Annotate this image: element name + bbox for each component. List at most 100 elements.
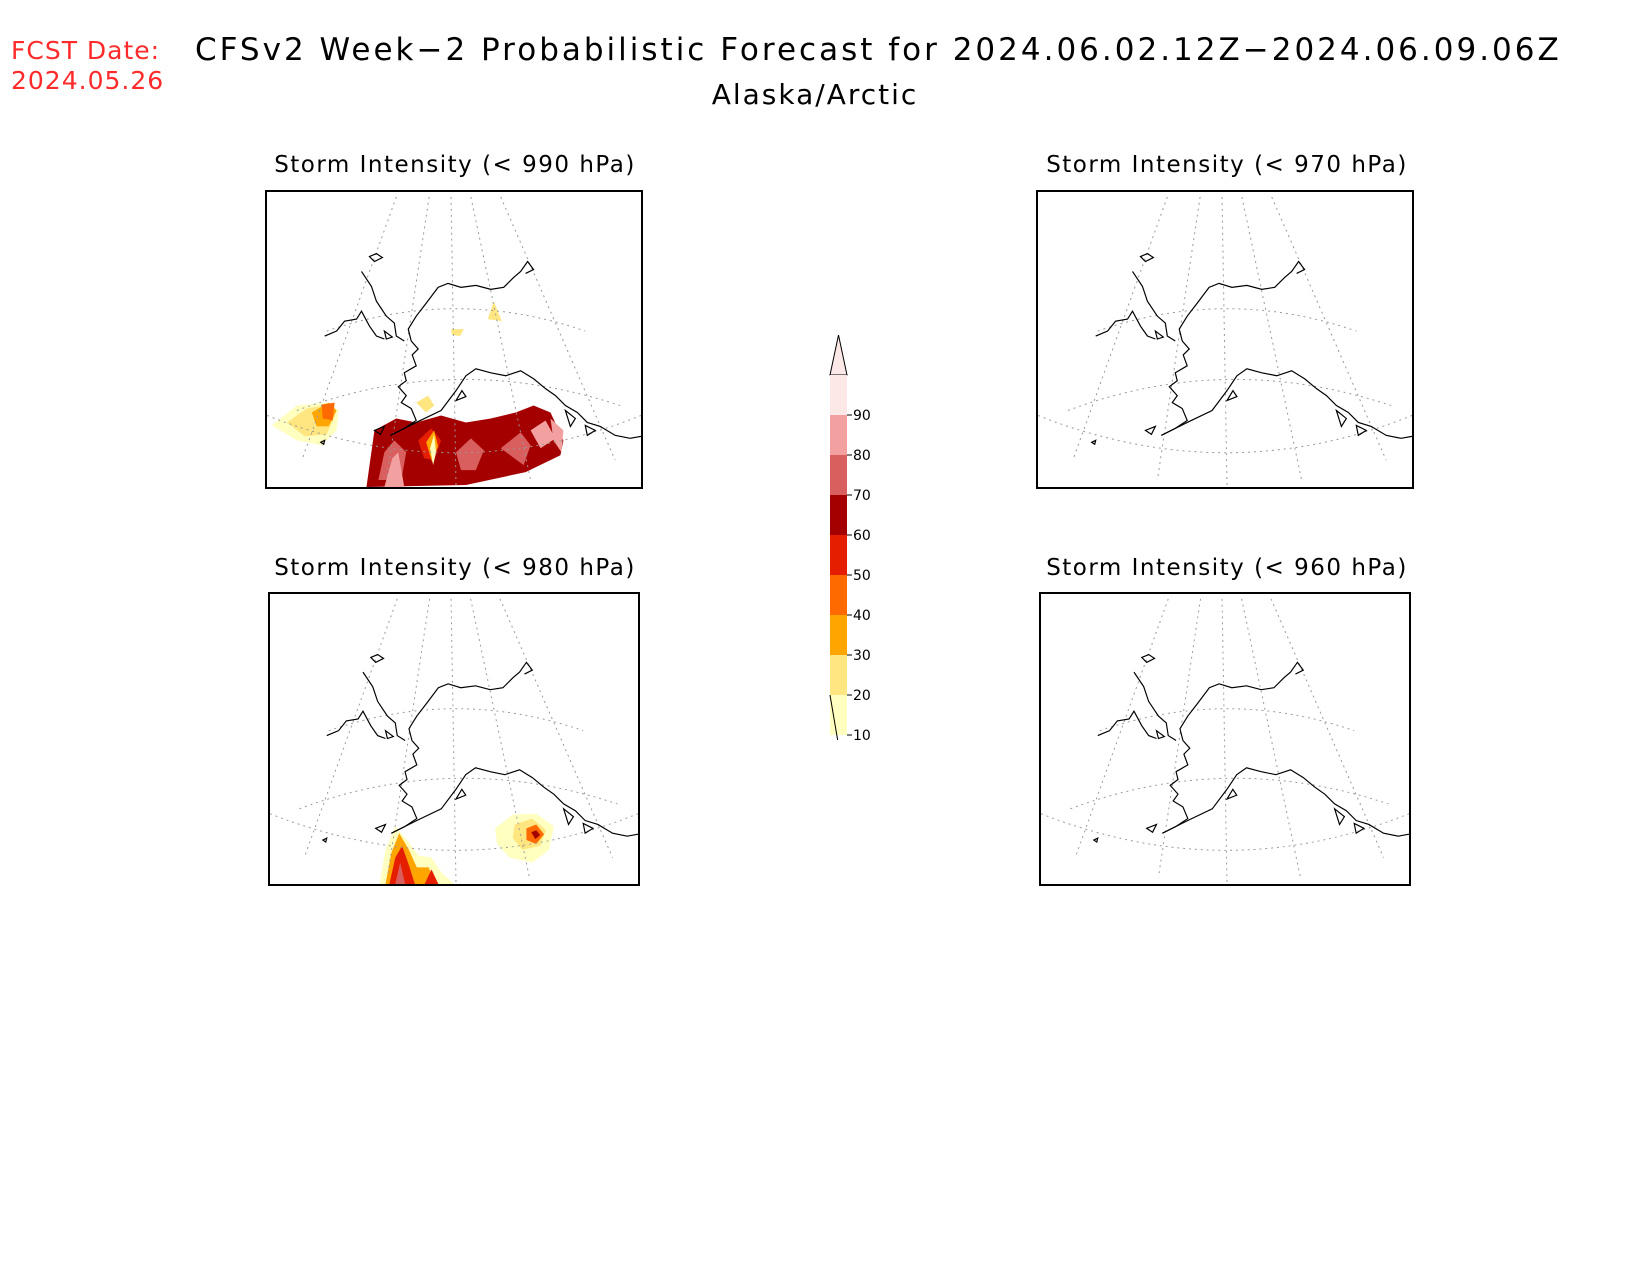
map-svg-990 <box>267 196 641 487</box>
meridian-line <box>1074 598 1169 858</box>
coast-panhandle-islands <box>1335 408 1368 437</box>
region-subtitle: Alaska/Arctic <box>711 78 919 111</box>
coast-panhandle-islands <box>564 408 597 437</box>
colorbar-tick-label: 50 <box>853 568 871 584</box>
contour-80pct-east <box>530 420 556 449</box>
page-title: CFSv2 Week−2 Probabilistic Forecast for … <box>195 32 1562 68</box>
colorbar-tick-label: 60 <box>853 528 871 544</box>
coast-alaska-west <box>390 340 420 436</box>
colorbar-segment <box>830 415 847 455</box>
coast-st-lawrence <box>1155 729 1166 740</box>
coast-alaska-north <box>1179 661 1305 741</box>
meridian-line <box>1221 598 1228 883</box>
colorbar-segment <box>830 695 847 735</box>
probability-fill-990 <box>271 301 564 487</box>
contour-50pct-south <box>389 845 415 884</box>
coast-small-island <box>1092 837 1099 843</box>
colorbar-tick-label: 20 <box>853 688 871 704</box>
parallel-line <box>1038 415 1412 454</box>
meridian-line <box>303 598 398 858</box>
forecast-date-value: 2024.05.26 <box>11 66 165 95</box>
colorbar-bottom-tail <box>829 694 839 746</box>
parallel-line <box>1070 777 1389 810</box>
meridian-line <box>470 196 532 481</box>
parallel-line <box>1041 813 1409 851</box>
contour-70pct-south <box>395 862 406 884</box>
coast-chukotka <box>1133 671 1177 741</box>
colorbar-segment <box>830 495 847 535</box>
coast-small-island <box>321 837 328 843</box>
parallel-line <box>296 378 621 411</box>
coast-alaska-south <box>390 368 641 439</box>
meridian-line <box>1156 196 1201 481</box>
meridian-line <box>499 598 614 858</box>
panel-title-990: Storm Intensity (< 990 hPa) <box>274 152 636 178</box>
colorbar-top-arrow <box>829 334 848 376</box>
coast-small-island <box>1090 439 1097 446</box>
coast-alaska-west <box>1161 340 1191 436</box>
coast-alaska-south <box>1162 767 1409 837</box>
coast-aleutian <box>374 823 387 834</box>
colorbar-tick-label: 80 <box>853 448 871 464</box>
contour-80pct-left <box>384 452 405 487</box>
coastline <box>319 252 641 446</box>
coast-chukotka <box>1131 271 1176 342</box>
coastline <box>1092 653 1409 843</box>
coast-alaska-north <box>1178 260 1306 342</box>
meridian-line <box>1241 598 1301 878</box>
panel-title-970: Storm Intensity (< 970 hPa) <box>1046 152 1408 178</box>
coast-russia <box>326 710 386 740</box>
meridian-line <box>385 196 430 481</box>
colorbar-tick-label: 40 <box>853 608 871 624</box>
colorbar-tick-label: 10 <box>853 728 871 740</box>
map-panel-990 <box>265 190 643 489</box>
colorbar-segment <box>830 655 847 695</box>
parallel-line <box>267 415 641 454</box>
meridian-line <box>500 196 616 461</box>
coast-small-island <box>319 439 326 446</box>
meridian-line <box>1271 196 1387 461</box>
parallel-line <box>270 813 638 851</box>
panel-title-960: Storm Intensity (< 960 hPa) <box>1046 555 1408 581</box>
colorbar: 10 20 30 40 50 60 70 80 90 <box>820 334 890 746</box>
coast-kodiak <box>1225 389 1238 402</box>
coast-alaska-west <box>1162 740 1191 834</box>
colorbar-tick-label: 30 <box>853 648 871 664</box>
colorbar-svg: 10 20 30 40 50 60 70 80 90 <box>829 334 871 746</box>
coast-panhandle-islands <box>562 807 595 835</box>
map-svg-980 <box>270 598 638 884</box>
parallel-line <box>1067 378 1392 411</box>
meridian-line <box>386 598 431 878</box>
contour-70pct-mid <box>455 438 484 471</box>
graticule <box>270 598 638 883</box>
meridian-line <box>301 196 397 461</box>
colorbar-tick-label: 90 <box>853 408 871 424</box>
coast-kodiak <box>454 389 467 402</box>
parallel-line <box>1097 308 1357 332</box>
coast-russia <box>1095 310 1156 340</box>
colorbar-segment <box>830 455 847 495</box>
coastline <box>1090 252 1412 446</box>
forecast-date: FCST Date: 2024.05.26 <box>11 36 164 96</box>
coast-wrangel-island <box>369 653 385 664</box>
contour-10pct-center <box>430 434 437 466</box>
map-panel-980 <box>268 592 640 886</box>
coast-aleutian <box>1144 425 1157 436</box>
meridian-line <box>1221 196 1228 486</box>
coast-kodiak <box>1225 788 1238 801</box>
contour-50pct-south-east <box>424 869 439 884</box>
coast-alaska-north <box>408 661 534 741</box>
contour-80pct-edge <box>550 418 564 453</box>
coast-st-lawrence <box>384 729 395 740</box>
map-panel-970 <box>1036 190 1414 489</box>
meridian-line <box>1241 196 1303 481</box>
contour-60pct-gulf <box>531 830 541 840</box>
meridian-line <box>1072 196 1168 461</box>
forecast-date-label: FCST Date: <box>11 36 161 65</box>
coast-chukotka <box>360 271 405 342</box>
meridian-line <box>1270 598 1385 858</box>
coast-alaska-north <box>407 260 535 342</box>
coast-alaska-west <box>391 740 420 834</box>
contour-70pct-east <box>500 432 531 466</box>
parallel-line <box>299 777 618 810</box>
